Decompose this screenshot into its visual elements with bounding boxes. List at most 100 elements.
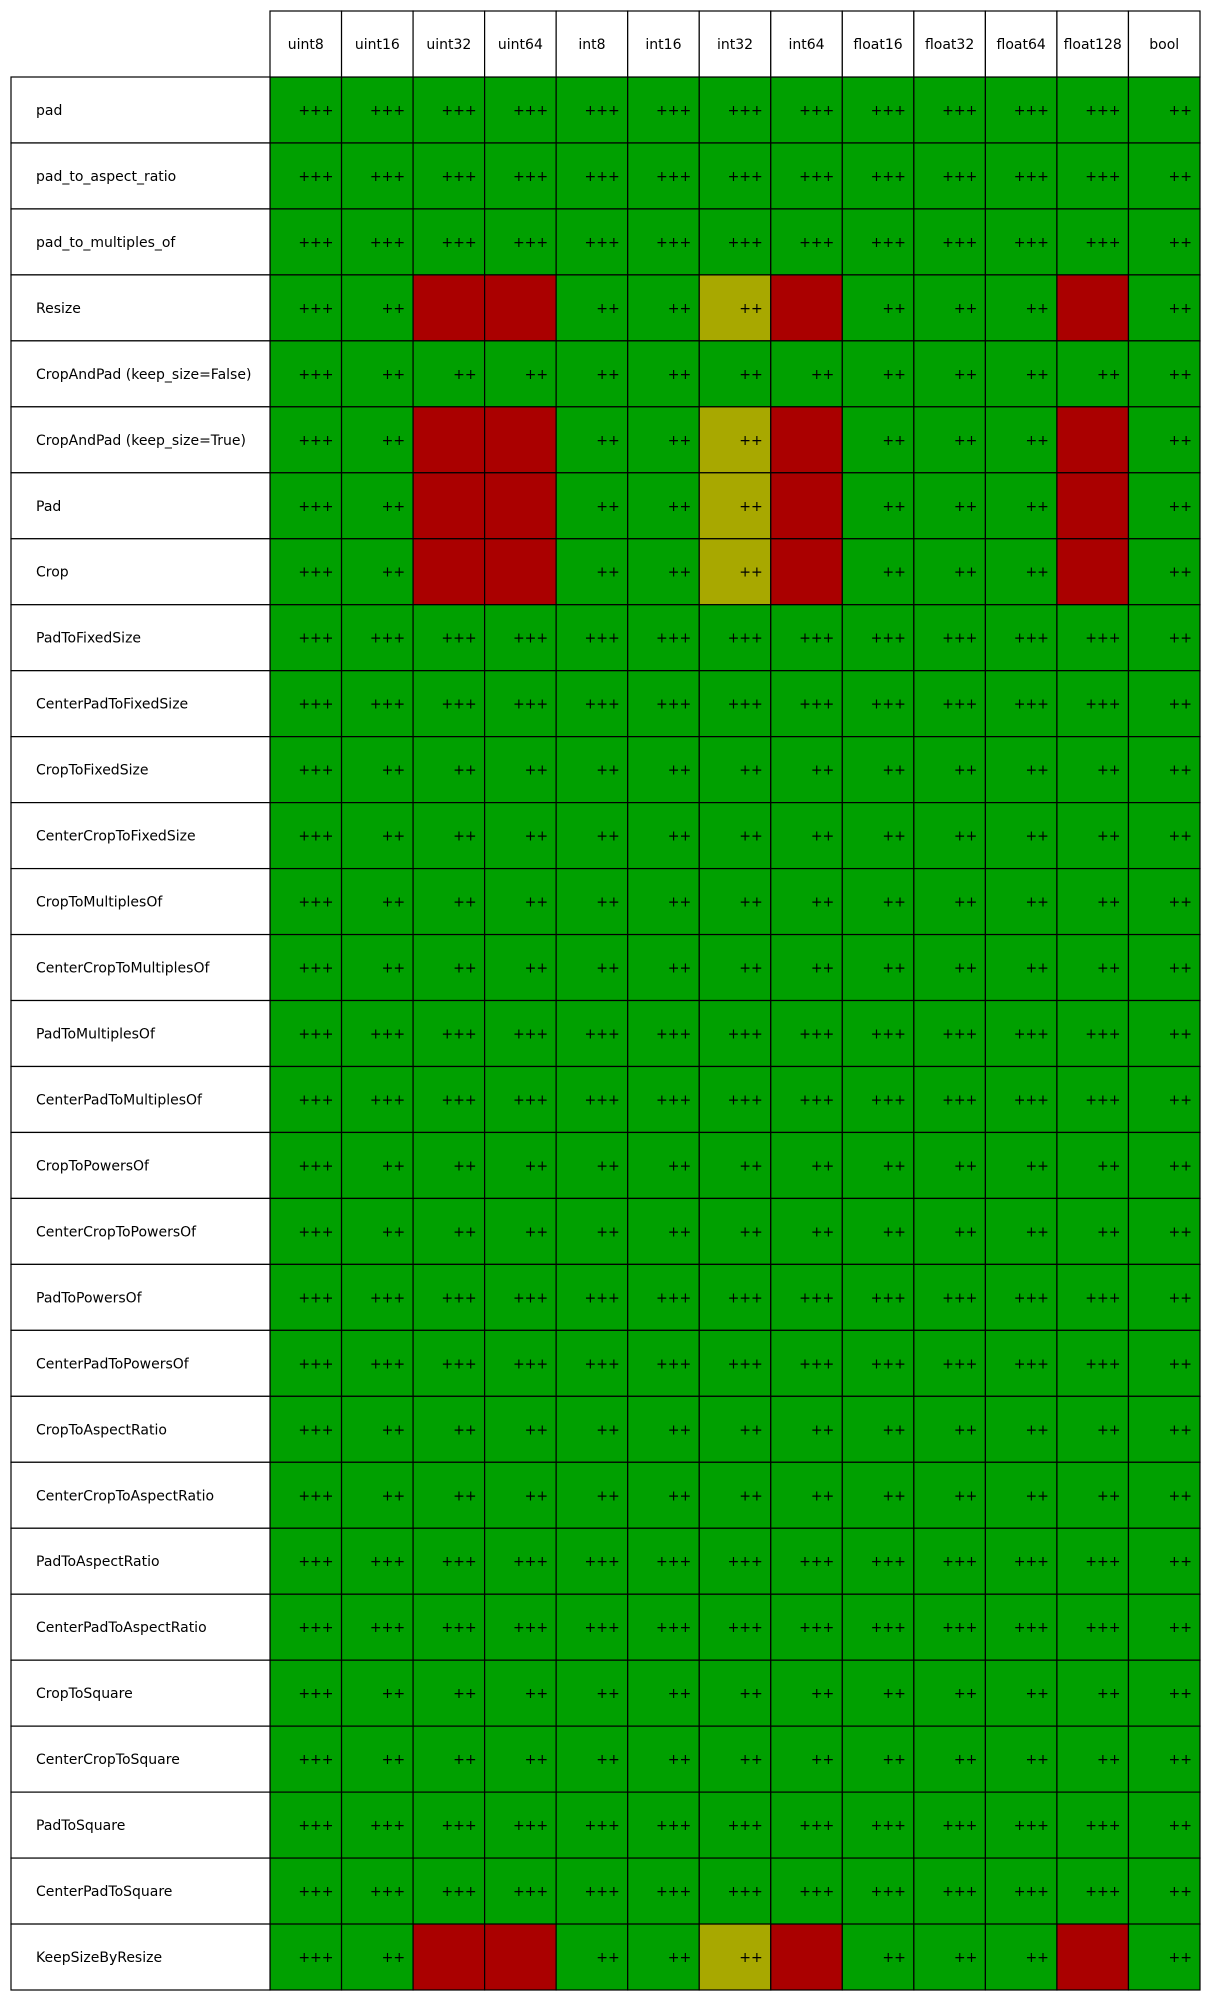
table-cell xyxy=(841,1263,915,1331)
cell-value: +++ xyxy=(441,1092,476,1108)
table-cell xyxy=(1127,208,1201,276)
cell-value: +++ xyxy=(871,1620,906,1636)
cell-value: ++ xyxy=(882,499,905,515)
cell-value: ++ xyxy=(1169,169,1192,185)
table-cell xyxy=(340,406,414,474)
cell-value: ++ xyxy=(668,1158,691,1174)
cell-value: ++ xyxy=(668,565,691,581)
cell-value: ++ xyxy=(739,499,762,515)
table-cell xyxy=(1056,1131,1130,1200)
row-label-cell xyxy=(10,1791,271,1859)
cell-value: +++ xyxy=(298,1027,333,1043)
cell-value: ++ xyxy=(811,829,834,845)
table-cell xyxy=(269,142,343,210)
cell-value: ++ xyxy=(668,367,691,383)
cell-value: +++ xyxy=(298,235,333,251)
table-cell xyxy=(269,1329,343,1397)
table-cell xyxy=(340,1725,414,1793)
cell-value: +++ xyxy=(728,103,763,119)
table-cell xyxy=(984,1329,1058,1397)
cell-value: ++ xyxy=(1025,1422,1048,1438)
cell-value: ++ xyxy=(1169,367,1192,383)
table-cell xyxy=(340,1593,414,1661)
table-cell xyxy=(412,208,486,276)
cell-value: +++ xyxy=(298,895,333,911)
cell-value: ++ xyxy=(525,1686,548,1702)
table-cell xyxy=(984,604,1058,672)
cell-value: ++ xyxy=(525,1752,548,1768)
cell-value: +++ xyxy=(584,1356,619,1372)
cell-value: ++ xyxy=(382,1224,405,1240)
table-cell xyxy=(412,340,486,408)
table-cell xyxy=(340,274,414,342)
cell-value: ++ xyxy=(954,961,977,977)
cell-value: ++ xyxy=(954,499,977,515)
table-cell xyxy=(1127,604,1201,672)
cell-value: ++ xyxy=(453,1686,476,1702)
cell-value: +++ xyxy=(584,631,619,647)
cell-value: ++ xyxy=(596,763,619,779)
cell-value: +++ xyxy=(728,1290,763,1306)
table-cell xyxy=(913,1923,986,1991)
table-cell xyxy=(841,1131,915,1200)
cell-value: +++ xyxy=(1014,697,1049,713)
table-cell xyxy=(555,1593,629,1661)
cell-value: ++ xyxy=(811,1158,834,1174)
cell-value: +++ xyxy=(298,1884,333,1900)
cell-value: +++ xyxy=(441,1027,476,1043)
table-cell xyxy=(412,1263,486,1331)
cell-value: ++ xyxy=(382,1686,405,1702)
cell-value: ++ xyxy=(1025,499,1048,515)
cell-value: +++ xyxy=(584,1620,619,1636)
table-cell xyxy=(770,1923,843,1991)
cell-value: +++ xyxy=(799,103,834,119)
cell-value: ++ xyxy=(1025,301,1048,317)
cell-value: ++ xyxy=(739,1158,762,1174)
table-cell xyxy=(984,670,1058,738)
row-label: CenterPadToPowersOf xyxy=(36,1356,190,1372)
cell-value: +++ xyxy=(298,1686,333,1702)
cell-value: +++ xyxy=(942,1554,977,1570)
cell-value: +++ xyxy=(656,1356,691,1372)
row-label-cell xyxy=(10,1065,271,1134)
cell-value: ++ xyxy=(596,565,619,581)
column-header-float128: float128 xyxy=(1064,37,1122,53)
row-label: PadToSquare xyxy=(36,1818,125,1834)
table-cell xyxy=(770,1725,843,1793)
table-cell xyxy=(412,1527,486,1595)
table-cell xyxy=(770,670,843,738)
column-header-cell xyxy=(412,10,486,78)
cell-value: ++ xyxy=(596,1158,619,1174)
table-cell xyxy=(269,999,343,1068)
cell-value: ++ xyxy=(1097,829,1120,845)
cell-value: ++ xyxy=(1025,1752,1048,1768)
table-cell xyxy=(484,208,557,276)
column-header-cell xyxy=(841,10,915,78)
cell-value: ++ xyxy=(811,1422,834,1438)
cell-value: +++ xyxy=(370,1554,405,1570)
table-cell xyxy=(984,1131,1058,1200)
column-header-int32: int32 xyxy=(717,37,753,53)
cell-value: +++ xyxy=(728,1092,763,1108)
table-cell xyxy=(340,1923,414,1991)
cell-value: ++ xyxy=(382,829,405,845)
table-cell xyxy=(484,1065,557,1134)
cell-value: ++ xyxy=(882,1158,905,1174)
table-cell xyxy=(913,1131,986,1200)
cell-value: ++ xyxy=(811,1752,834,1768)
table-cell xyxy=(412,604,486,672)
cell-value: ++ xyxy=(668,895,691,911)
cell-value: ++ xyxy=(596,961,619,977)
row-label-cell xyxy=(10,670,271,738)
cell-value: ++ xyxy=(954,1950,977,1966)
cell-value: ++ xyxy=(1169,1884,1192,1900)
row-label-cell xyxy=(10,1329,271,1397)
table-cell xyxy=(770,933,843,1002)
table-cell xyxy=(1127,999,1201,1068)
cell-value: +++ xyxy=(298,301,333,317)
table-cell xyxy=(484,472,557,540)
table-cell xyxy=(1056,274,1130,342)
table-cell xyxy=(627,1725,700,1793)
cell-value: +++ xyxy=(728,169,763,185)
table-cell xyxy=(1056,1461,1130,1529)
